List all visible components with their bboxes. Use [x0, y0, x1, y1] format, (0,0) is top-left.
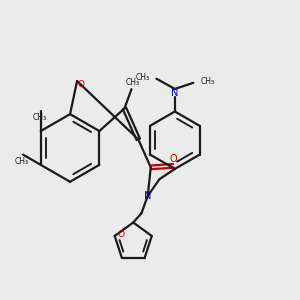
Text: O: O: [169, 154, 177, 164]
Text: O: O: [78, 80, 85, 88]
Text: CH₃: CH₃: [135, 73, 149, 82]
Text: CH₃: CH₃: [33, 113, 47, 122]
Text: CH₃: CH₃: [15, 157, 29, 166]
Text: N: N: [144, 191, 152, 201]
Text: O: O: [117, 230, 124, 239]
Text: CH₃: CH₃: [125, 79, 140, 88]
Text: CH₃: CH₃: [200, 77, 214, 86]
Text: N: N: [171, 88, 178, 98]
